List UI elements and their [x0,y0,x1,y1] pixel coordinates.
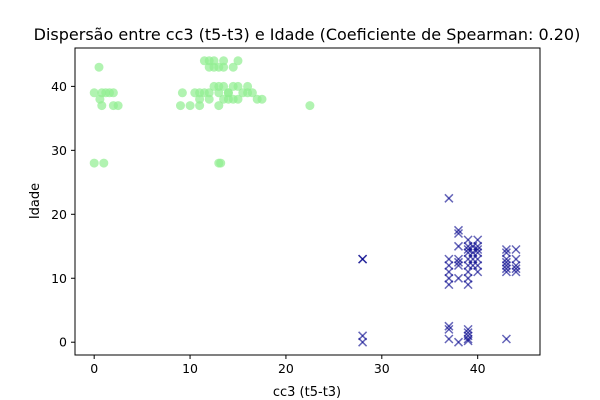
x-tick-label: 10 [182,361,198,376]
scatter-point-circle [214,101,224,111]
scatter-point-circle [228,62,238,72]
scatter-point-circle [243,81,253,91]
scatter-point-x [444,267,454,277]
scatter-point-x [473,244,483,255]
x-tick-label: 30 [374,361,390,376]
scatter-point-circle [195,101,205,111]
scatter-point-x [501,264,511,274]
scatter-point-x [511,260,521,271]
scatter-point-x [463,324,473,334]
scatter-point-circle [223,88,233,98]
scatter-point-circle [204,94,214,104]
scatter-point-circle [97,101,107,111]
y-tick-label: 40 [51,79,67,94]
scatter-point-x [463,328,473,338]
scatter-point-circle [216,158,226,168]
scatter-point-circle [113,101,123,111]
scatter-point-x [444,254,454,264]
x-tick-label: 0 [90,361,98,376]
scatter-point-x [501,257,511,267]
x-tick-label: 40 [470,361,486,376]
scatter-point-circle [108,88,118,98]
y-tick-label: 20 [51,207,67,222]
scatter-point-x [453,273,464,283]
scatter-point-circle [219,56,229,66]
scatter-point-circle [219,81,229,91]
chart-title: Dispersão entre cc3 (t5-t3) e Idade (Coe… [34,25,581,44]
scatter-point-x [473,267,483,277]
scatter-point-x [453,257,464,267]
scatter-point-x [511,264,521,274]
scatter-point-circle [177,88,187,98]
scatter-point-x [511,244,521,255]
scatter-point-x [453,260,464,271]
scatter-point-x [501,248,511,258]
scatter-point-x [444,260,454,271]
scatter-point-circle [233,94,243,104]
scatter-point-x [501,244,511,255]
scatter-point-x [463,334,473,344]
scatter-point-x [444,280,454,290]
scatter-point-x [463,336,473,346]
scatter-point-x [453,225,464,235]
scatter-point-x [463,244,473,255]
scatter-point-circle [233,56,243,66]
scatter-point-x [358,331,368,341]
scatter-point-circle [89,158,99,168]
scatter-point-circle [214,88,224,98]
scatter-point-circle [94,62,104,72]
scatter-point-x [444,324,454,334]
scatter-point-circle [247,88,257,98]
scatter-point-circle [257,94,267,104]
scatter-point-circle [209,56,219,66]
plot-frame [74,47,541,356]
scatter-point-x [453,254,464,264]
scatter-point-x [473,235,483,245]
scatter-point-x [511,267,521,277]
scatter-point-x [463,235,473,245]
scatter-point-circle [176,101,185,111]
scatter-point-x [444,321,454,331]
scatter-point-circle [99,158,109,168]
y-tick-label: 10 [51,271,67,286]
scatter-point-x [444,193,454,203]
axis-ticks: 0 10 20 30 40 0 10 20 30 40 [51,79,486,376]
scatter-point-x [453,337,464,347]
scatter-point-x [473,241,483,251]
y-tick-label: 30 [51,143,67,158]
scatter-point-x [501,254,511,264]
scatter-point-x [453,241,464,251]
x-axis-label: cc3 (t5-t3) [273,385,341,400]
scatter-point-x [463,267,473,277]
scatter-point-x [358,254,368,264]
scatter-point-x [501,334,511,344]
scatter-point-circle [233,81,243,91]
scatter-point-circle [185,101,195,111]
scatter-point-x [444,334,454,344]
scatter-point-x [501,260,511,271]
scatter-point-circle [195,94,205,104]
scatter-point-circle [305,101,315,111]
scatter-point-circle [204,88,214,98]
scatter-point-x [473,254,483,264]
scatter-point-x [501,267,511,277]
data-marks [89,56,521,347]
scatter-point-x [358,337,368,347]
x-tick-label: 20 [278,361,294,376]
scatter-point-circle [219,62,229,72]
scatter-point-x [473,248,483,258]
y-axis-label: Idade [28,183,43,219]
scatter-point-circle [89,88,99,98]
y-tick-label: 0 [59,335,67,350]
scatter-point-x [511,254,521,264]
scatter-point-x [453,228,464,239]
scatter-point-x [463,280,473,290]
scatter-point-x [473,260,483,271]
